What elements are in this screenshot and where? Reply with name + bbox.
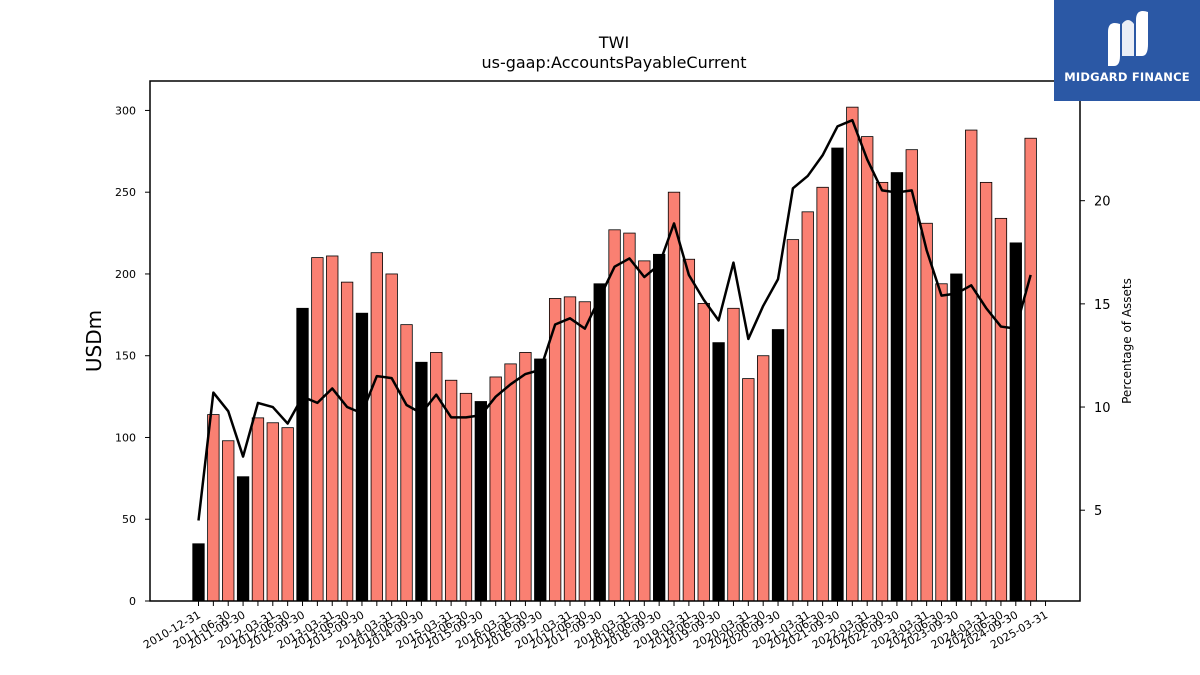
chart-subtitle: us-gaap:AccountsPayableCurrent [481, 53, 746, 72]
quarter-bar [251, 417, 265, 602]
quarter-bar [504, 363, 517, 602]
quarter-bar [340, 281, 354, 602]
right-axis-label: Percentage of Assets [1120, 278, 1134, 404]
annual-bar [415, 361, 428, 602]
quarter-bar [697, 302, 710, 602]
quarter-bar [623, 232, 636, 602]
quarter-bar [682, 258, 696, 602]
quarter-bar [994, 217, 1008, 602]
quarter-bar [861, 136, 874, 602]
quarter-bar [608, 229, 621, 602]
annual-bar [1009, 242, 1022, 602]
quarter-bar [979, 181, 993, 602]
quarter-bar [489, 376, 502, 602]
quarter-bar [638, 260, 651, 602]
left-tick-label: 50 [122, 513, 136, 526]
quarter-bar [935, 283, 948, 602]
left-tick-label: 100 [115, 431, 136, 444]
quarter-bar [875, 181, 889, 602]
logo-text: MIDGARD FINANCE [1064, 70, 1190, 84]
quarter-bar [578, 301, 592, 602]
right-tick-label: 5 [1094, 504, 1102, 519]
midgard-finance-logo: MIDGARD FINANCE [1054, 0, 1200, 101]
quarter-bar [548, 298, 562, 602]
annual-bar [192, 543, 205, 602]
quarter-bar [385, 273, 398, 602]
annual-bar [593, 283, 606, 602]
annual-bar [831, 147, 844, 602]
right-tick-label: 10 [1094, 401, 1111, 416]
quarter-bar [905, 149, 918, 602]
right-tick-label: 15 [1094, 298, 1111, 313]
annual-bar [355, 312, 369, 602]
percentage-of-assets-line [197, 118, 1032, 521]
quarter-bar [1024, 137, 1037, 602]
annual-bar [950, 273, 963, 602]
quarter-bar [757, 355, 770, 602]
quarter-bar [920, 222, 933, 602]
quarter-bar [400, 324, 413, 602]
x-axis-ticks: 2010-12-312011-06-302011-09-302012-03-31… [141, 601, 1050, 652]
annual-bar [296, 307, 309, 602]
quarter-bar [222, 440, 235, 602]
annual-bar [653, 253, 666, 602]
chart-title: TWI [598, 33, 629, 52]
left-tick-label: 300 [115, 104, 136, 117]
quarter-bar [311, 257, 324, 602]
quarter-bar [207, 414, 220, 602]
quarter-bar [667, 191, 681, 602]
quarter-bar [727, 307, 740, 602]
annual-bar [712, 342, 725, 602]
midgard-logo-icon [1108, 11, 1148, 66]
quarter-bar [430, 352, 443, 602]
left-tick-label: 250 [115, 186, 136, 199]
quarter-bar [563, 296, 577, 602]
quarter-bar [370, 252, 383, 602]
quarter-bar [816, 186, 829, 602]
quarter-bar [965, 129, 978, 602]
left-axis-label: USDm [82, 310, 106, 372]
left-tick-label: 200 [115, 268, 136, 281]
quarter-bar [519, 352, 532, 602]
left-axis-ticks: 0 50 100 150 200 250 300 [115, 104, 150, 608]
quarter-bar [266, 422, 279, 602]
annual-bar [236, 476, 250, 602]
right-tick-label: 20 [1094, 195, 1111, 210]
quarter-bar [326, 255, 339, 602]
quarter-bar [786, 239, 800, 602]
annual-bar [890, 172, 904, 602]
bars-group [192, 106, 1037, 602]
quarter-bar [459, 392, 473, 602]
quarter-bar [281, 427, 294, 602]
annual-bar [771, 329, 785, 602]
annual-bar [474, 401, 487, 602]
quarter-bar [846, 106, 859, 602]
right-axis-ticks: 5 10 15 20 [1080, 195, 1111, 519]
annual-bar [534, 358, 547, 602]
quarter-bar [801, 211, 814, 602]
quarter-bar [742, 378, 755, 602]
left-tick-label: 0 [129, 595, 136, 608]
left-tick-label: 150 [115, 350, 136, 363]
